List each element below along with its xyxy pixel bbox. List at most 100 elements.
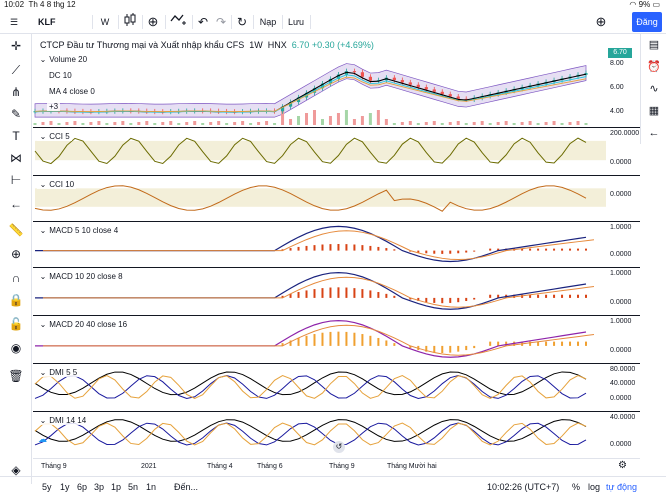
macd-histogram-bar — [497, 341, 500, 346]
brush-icon[interactable]: ✎ — [10, 107, 22, 121]
macd-histogram-bar — [449, 345, 452, 353]
macd-histogram-bar — [297, 292, 300, 298]
legend-ma[interactable]: MA 4 close 0 — [47, 87, 97, 96]
indicators-icon[interactable] — [168, 13, 190, 31]
magnet-icon[interactable]: ∩ — [11, 271, 21, 285]
pane-legend[interactable]: ⌄ CCI 5 — [37, 132, 72, 141]
watchlist-icon[interactable]: ▤ — [648, 39, 660, 51]
pane-legend[interactable]: ⌄ MACD 10 20 close 8 — [37, 272, 125, 281]
range-5y[interactable]: 5y — [42, 482, 52, 492]
range-1d[interactable]: 1n — [146, 482, 157, 492]
redo-icon[interactable]: ↷ — [215, 15, 227, 29]
macd-histogram-bar — [465, 345, 468, 351]
pane-legend[interactable]: ⌄ MACD 5 10 close 4 — [37, 226, 121, 235]
macd-histogram-bar — [353, 244, 356, 251]
indicator-panes — [34, 137, 606, 446]
add-icon[interactable]: ⊕ — [595, 14, 607, 29]
auto-scale-toggle[interactable]: tự động — [606, 482, 638, 492]
macd-histogram-bar — [473, 297, 476, 300]
legend-dc[interactable]: DC 10 — [47, 71, 74, 80]
pane-indicator-name: DMI 14 14 — [49, 416, 87, 425]
pane-separator[interactable] — [33, 315, 640, 316]
collapse-arrow-icon[interactable]: ← — [648, 127, 660, 139]
time-axis[interactable]: Tháng 9 2021 Tháng 4 Tháng 6 Tháng 9 Thá… — [33, 458, 640, 474]
chevron-down-icon[interactable]: ⌄ — [39, 272, 47, 281]
pane-legend[interactable]: ⌄ CCI 10 — [37, 180, 77, 189]
candles-icon[interactable] — [121, 13, 139, 31]
macd-histogram-bar — [321, 332, 324, 346]
macd-histogram-bar — [377, 337, 380, 346]
data-window-icon[interactable]: ∿ — [649, 83, 659, 95]
back-arrow-icon[interactable]: ← — [10, 197, 22, 211]
chevron-down-icon[interactable]: ⌄ — [39, 368, 47, 377]
alerts-icon[interactable]: ⏰ — [647, 61, 661, 73]
pane-legend[interactable]: ⌄ DMI 5 5 — [37, 368, 80, 377]
macd-histogram-bar — [409, 297, 412, 300]
log-toggle[interactable]: log — [588, 482, 601, 492]
layers-icon[interactable]: ◈ — [11, 463, 21, 477]
chevron-down-icon[interactable]: ⌄ — [39, 416, 47, 425]
save-button[interactable]: Lưu — [287, 17, 305, 27]
lock-icon[interactable]: 🔓 — [8, 317, 24, 331]
text-icon[interactable]: T — [12, 129, 20, 143]
status-time: 10:02 — [4, 0, 25, 9]
volume-bar — [392, 123, 396, 125]
calendar-icon[interactable]: ▦ — [648, 105, 660, 117]
range-6m[interactable]: 6p — [77, 482, 88, 492]
refresh-icon[interactable]: ↻ — [236, 15, 248, 29]
menu-icon[interactable]: ☰ — [9, 17, 19, 27]
eye-icon[interactable]: ◉ — [10, 341, 22, 355]
load-button[interactable]: Nạp — [259, 17, 277, 27]
macd-histogram-bar — [393, 295, 396, 298]
undo-icon[interactable]: ↶ — [197, 15, 209, 29]
macd-histogram-bar — [561, 341, 564, 346]
macd-histogram-bar — [585, 341, 587, 346]
chevron-down-icon[interactable]: ⌄ — [39, 180, 47, 189]
add-indicator-icon[interactable]: ⊕ — [147, 14, 159, 29]
chevron-down-icon[interactable]: ⌄ — [39, 226, 47, 235]
crosshair-icon[interactable]: ✛ — [10, 39, 22, 53]
range-3m[interactable]: 3p — [94, 482, 105, 492]
settings-gear-icon[interactable]: ⚙ — [618, 460, 627, 471]
chevron-down-icon[interactable]: ⌄ — [39, 320, 47, 329]
pane-separator[interactable] — [33, 411, 640, 412]
lock-drawings-icon[interactable]: 🔒 — [8, 293, 24, 307]
fib-icon[interactable]: ⋔ — [10, 85, 22, 99]
pane-separator[interactable] — [33, 267, 640, 268]
ruler-icon[interactable]: 📏 — [8, 223, 24, 237]
trash-icon[interactable]: 🗑 — [8, 369, 24, 383]
macd-histogram-bar — [297, 246, 300, 251]
macd-histogram-bar — [433, 345, 436, 353]
candle-body — [464, 98, 468, 100]
pattern-icon[interactable]: ⋈ — [10, 151, 22, 165]
range-5d[interactable]: 5n — [128, 482, 139, 492]
pane-legend[interactable]: ⌄ MACD 20 40 close 16 — [37, 320, 130, 329]
trend-line-icon[interactable]: ⟋ — [11, 63, 21, 77]
macd-histogram-bar — [577, 248, 580, 251]
measure-tool-icon[interactable]: ⊢ — [10, 173, 22, 187]
publish-button[interactable]: Đăng — [632, 12, 662, 32]
chevron-down-icon[interactable]: ⌄ — [39, 132, 47, 141]
symbol-search[interactable]: KLF — [38, 17, 56, 27]
chevron-down-icon[interactable]: ⌄ — [39, 55, 47, 64]
pane-axis-label: 200.0000 — [610, 130, 640, 137]
legend-more[interactable]: +3 — [47, 102, 61, 111]
dmi-line — [34, 422, 587, 446]
percent-toggle[interactable]: % — [572, 482, 581, 492]
zoom-in-icon[interactable]: ⊕ — [10, 247, 22, 261]
time-axis-label: Tháng 6 — [257, 463, 283, 470]
pane-separator[interactable] — [33, 363, 640, 364]
pane-separator[interactable] — [33, 175, 640, 176]
battery-text: 9% — [638, 0, 651, 9]
goto-date-button[interactable]: Đến... — [174, 482, 199, 492]
range-1y[interactable]: 1y — [60, 482, 70, 492]
interval-button[interactable]: W — [100, 17, 110, 27]
pane-separator[interactable] — [33, 127, 640, 128]
reset-scale-icon[interactable]: ↺ — [333, 441, 345, 453]
range-1m[interactable]: 1p — [111, 482, 122, 492]
macd-histogram-bar — [433, 297, 436, 303]
pane-separator[interactable] — [33, 221, 640, 222]
pane-legend[interactable]: ⌄ DMI 14 14 — [37, 416, 89, 425]
legend-volume[interactable]: ⌄ Volume 20 — [37, 55, 90, 64]
